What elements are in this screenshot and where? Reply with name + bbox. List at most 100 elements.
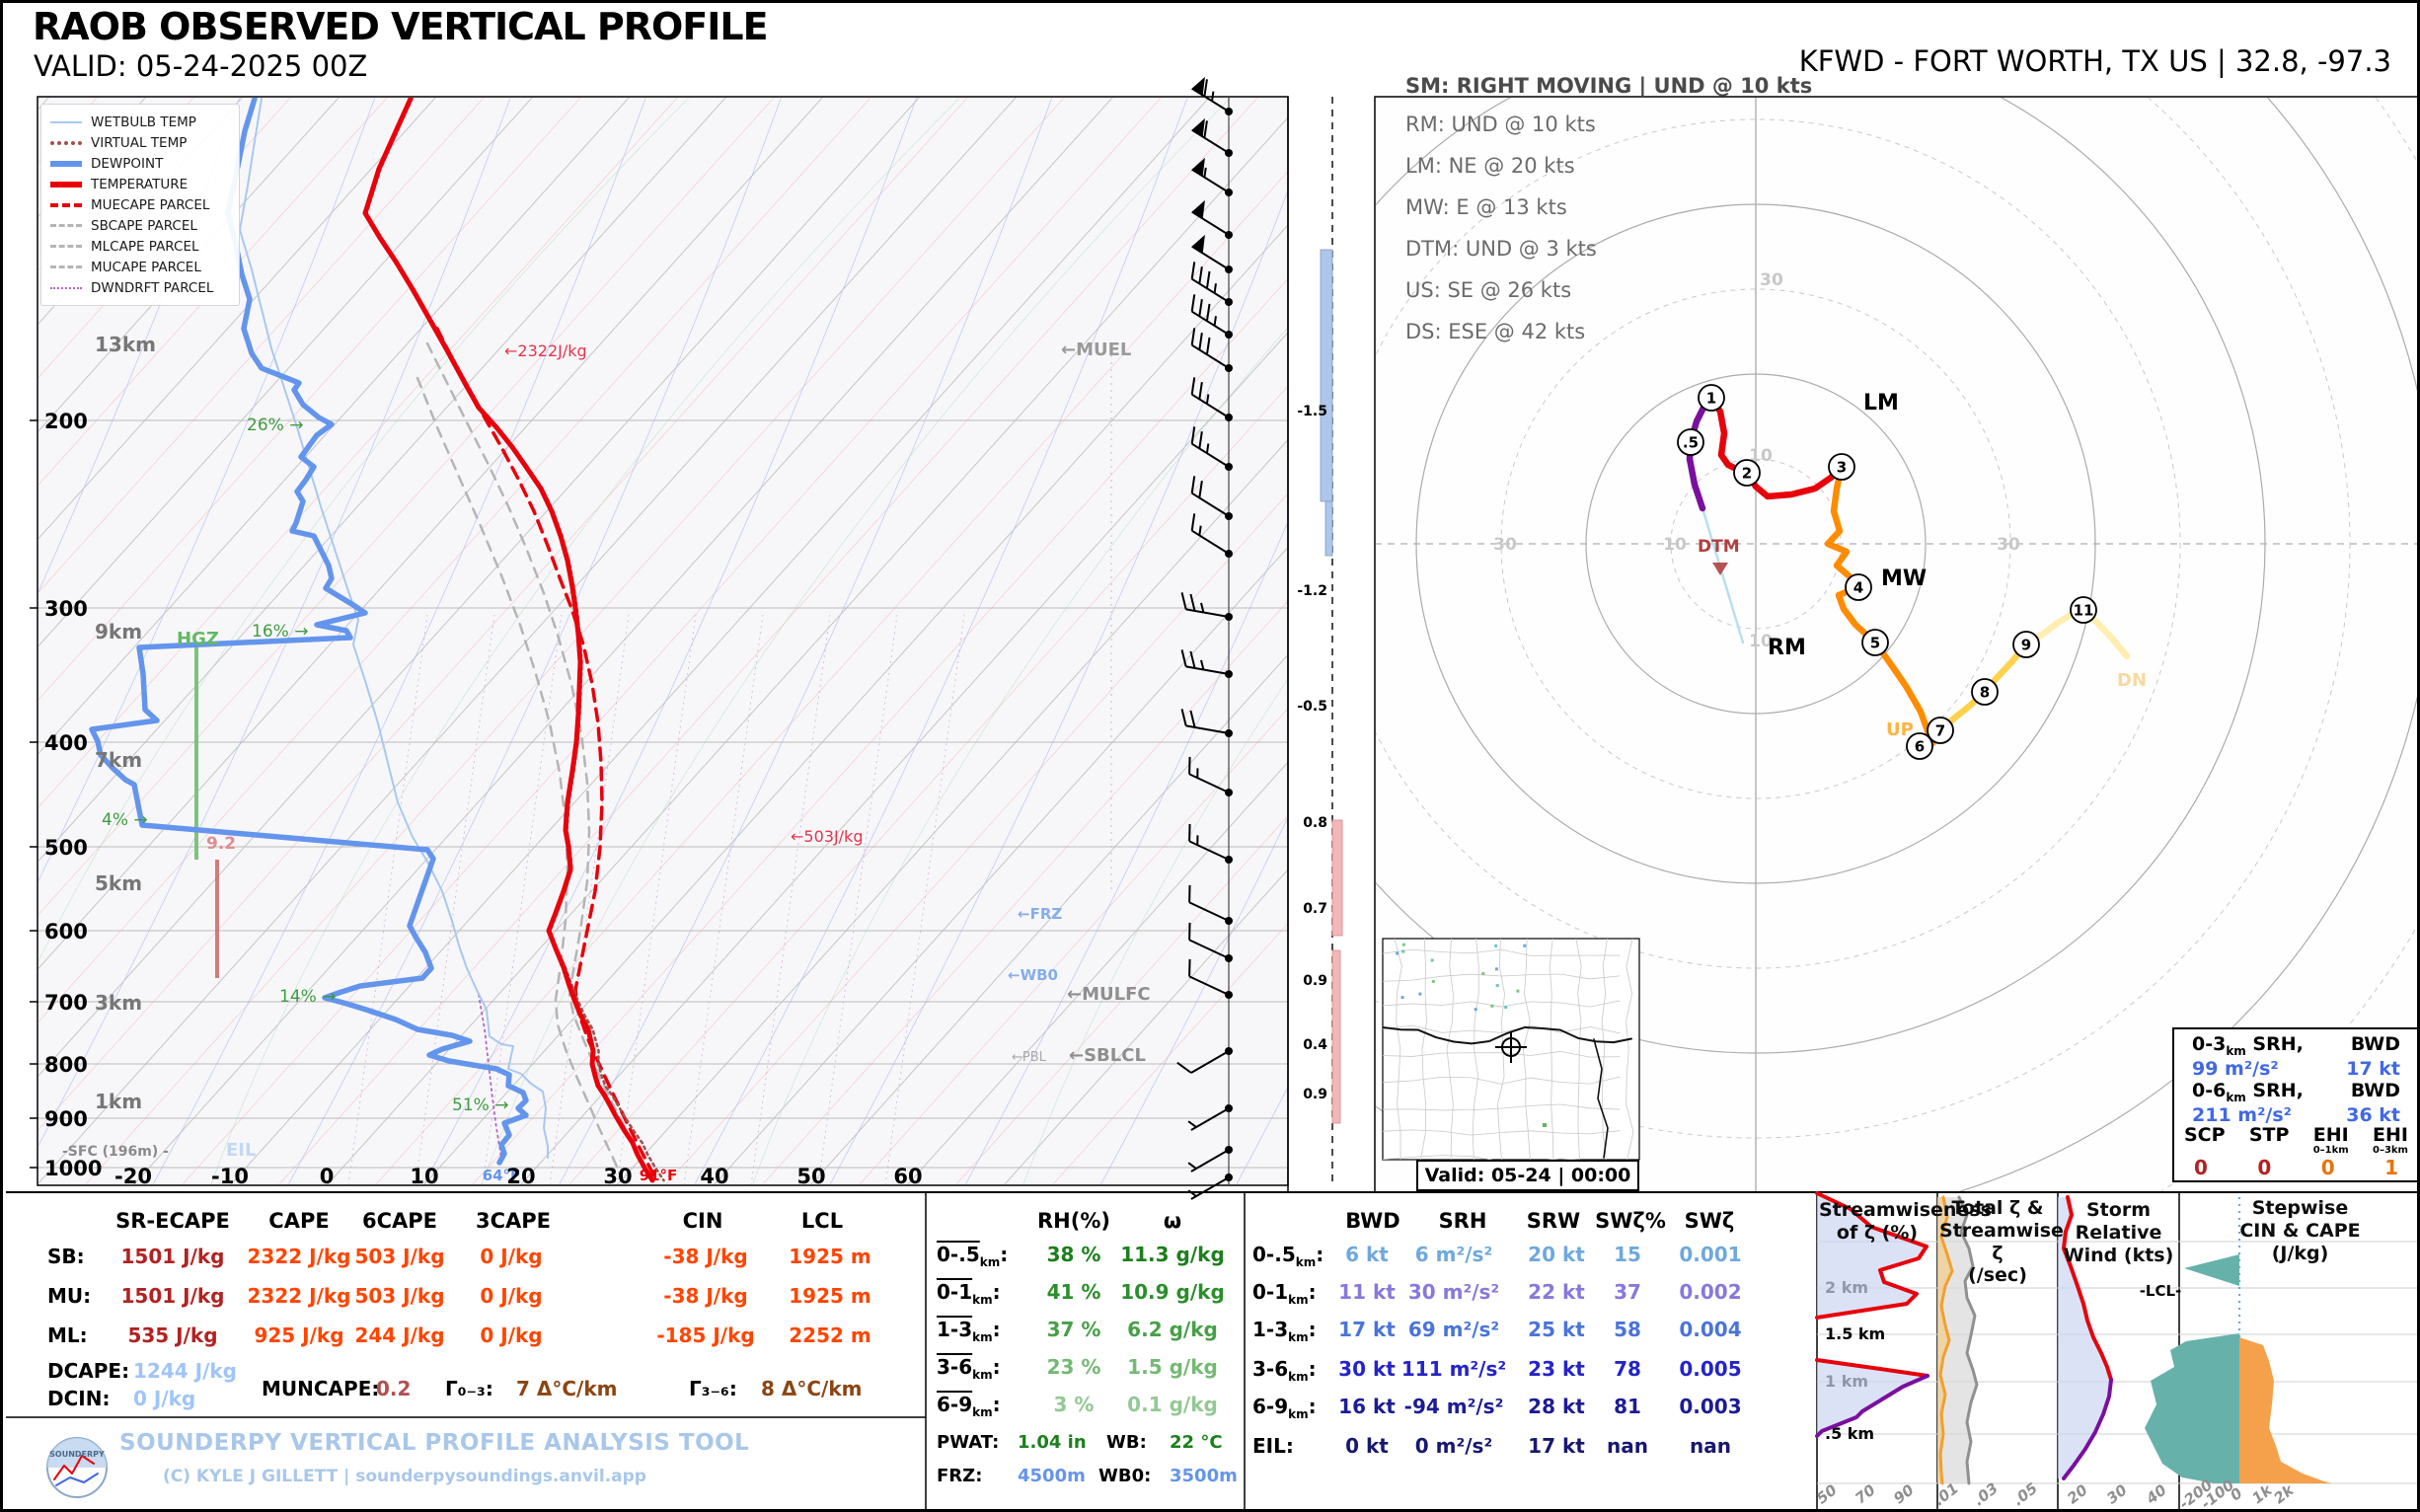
thermo-value: 0 J/kg [480,1284,543,1308]
svg-text:←WB0: ←WB0 [1008,966,1058,984]
page-title: RAOB OBSERVED VERTICAL PROFILE [33,5,769,48]
svg-text:20: 20 [2064,1481,2091,1508]
svg-text:0: 0 [2227,1484,2245,1505]
kin-value: 15 [1614,1243,1641,1266]
svg-text:9.2: 9.2 [206,834,236,854]
thermo-header: 3CAPE [475,1209,552,1233]
thermo-value: 244 J/kg [354,1323,445,1347]
svg-text:0.9: 0.9 [1303,1087,1327,1102]
svg-text:40: 40 [700,1165,728,1188]
svg-text:4% →: 4% → [102,810,148,830]
kin-value: 28 kt [1528,1395,1585,1418]
svg-text:-1.2: -1.2 [1297,583,1327,599]
branding-credit: (C) KYLE J GILLETT | sounderpysoundings.… [163,1467,646,1486]
kin-row-label: 0-1km: [1252,1280,1317,1307]
thermo-value: 535 J/kg [127,1323,218,1347]
kin-value: 6 kt [1345,1243,1389,1266]
hodograph-rings: 10 10 10 30 30 30 .5 1 2 3 4 5 67 8 9 11 LM MW RM DTM UP DN [1376,98,2417,1191]
wb-label: WB: [1106,1432,1147,1453]
dcin-label: DCIN: [47,1387,111,1410]
legend-line-sample [50,120,82,123]
kin-value: 58 [1614,1318,1641,1341]
svg-text:1000: 1000 [44,1157,102,1180]
svg-text:HGZ: HGZ [177,629,219,649]
pwat-value: 1.04 in [1018,1432,1087,1453]
legend-line-sample [50,140,82,145]
svg-text:-20: -20 [114,1165,152,1188]
rh-value: 41 % [1046,1280,1101,1304]
svg-text:0.9: 0.9 [1303,973,1327,989]
kin-row-label: 3-6km: [1252,1357,1317,1384]
mixing-ratio-value: 0.1 g/kg [1127,1393,1218,1416]
svg-text:30: 30 [2103,1481,2131,1508]
kin-value: 16 kt [1338,1395,1396,1418]
thermo-row-label: ML: [47,1323,88,1347]
thermo-header: CIN [682,1209,723,1233]
svg-text:500: 500 [44,836,88,860]
svg-text:1: 1 [1706,390,1716,408]
kin-row-label: 1-3km: [1252,1318,1317,1344]
rh-row-label: 3-6km: [937,1355,1001,1382]
skewt-grid [38,98,1287,1184]
svg-text:50: 50 [796,1165,825,1188]
storm-motion-sm: SM: RIGHT MOVING | UND @ 10 kts [1405,74,1813,98]
thermo-value: 2322 J/kg [247,1284,351,1308]
svg-text:1km: 1km [95,1090,142,1113]
svg-text:40: 40 [2142,1481,2169,1509]
kin-value: nan [1607,1434,1648,1458]
kin-value: 17 kt [1338,1318,1396,1341]
kin-value: 20 kt [1528,1243,1585,1266]
muncape-value: 0.2 [376,1377,412,1400]
svg-text:3km: 3km [95,991,142,1015]
map-county-lines [1383,939,1634,1160]
svg-text:.5: .5 [1683,434,1699,452]
kin-value: 111 m²/s² [1400,1357,1507,1381]
svg-text:10: 10 [1663,535,1687,555]
svg-text:2k: 2k [2270,1480,2298,1507]
mixing-ratio-value: 1.5 g/kg [1127,1355,1218,1379]
svg-text:←MULFC: ←MULFC [1067,984,1151,1005]
svg-text:400: 400 [44,731,88,755]
svg-text:900: 900 [44,1107,88,1131]
srh-0-3-header: 0-3km SRH, BWD [2192,1033,2400,1058]
legend-item-label: DEWPOINT [91,155,164,172]
svg-text:1.5 km: 1.5 km [1825,1324,1885,1343]
legend-line-sample [50,286,82,289]
composite-indices-values: 0 0 0 1 [2194,1155,2398,1179]
kin-value: 69 m²/s² [1407,1318,1500,1341]
storm-motion-block: SM: RIGHT MOVING | UND @ 10 kts RM: UND … [1405,74,1869,352]
svg-text:LM: LM [1863,391,1899,416]
legend-item-label: VIRTUAL TEMP [91,134,188,151]
svg-text:16% →: 16% → [252,622,308,642]
svg-text:←2322J/kg: ←2322J/kg [504,341,587,360]
mixing-ratio-value: 10.9 g/kg [1120,1280,1225,1304]
svg-text:64°F: 64°F [483,1167,521,1184]
kin-row-label: 6-9km: [1252,1395,1317,1421]
rh-value: 23 % [1046,1355,1101,1379]
thermo-value: 1501 J/kg [120,1284,225,1308]
svg-text:.5 km: .5 km [1825,1424,1874,1443]
legend-item: DWNDRFT PARCEL [50,277,230,298]
kin-value: 6 m²/s² [1414,1243,1493,1266]
legend-item-label: TEMPERATURE [91,176,189,192]
panel-title-total-zeta: Total ζ & Streamwise ζ (/sec) [1939,1197,2064,1287]
svg-text:-0.5: -0.5 [1297,699,1327,715]
composite-indices-header: SCP STP EHI 0–1km EHI 0–3km [2184,1123,2408,1156]
thermo-header: CAPE [268,1209,330,1233]
legend-item: TEMPERATURE [50,174,230,194]
kin-row-label: EIL: [1252,1434,1294,1458]
svg-text:13km: 13km [95,333,156,356]
svg-text:200: 200 [44,410,88,433]
lapse-3-6-value: 8 Δ°C/km [761,1377,863,1400]
svg-text:10: 10 [1749,632,1773,651]
rh-row-label: 6-9km: [937,1393,1001,1419]
legend-line-sample [50,202,82,207]
svg-text:-SFC (196m) -: -SFC (196m) - [62,1144,169,1160]
kin-value: 11 kt [1338,1280,1396,1304]
kin-header: SWζ [1684,1209,1735,1233]
svg-text:0.4: 0.4 [1303,1037,1327,1053]
svg-text:91°F: 91°F [640,1167,678,1184]
svg-text:0.7: 0.7 [1303,901,1327,917]
kin-value: 78 [1614,1357,1641,1381]
thermo-header: LCL [800,1209,844,1233]
